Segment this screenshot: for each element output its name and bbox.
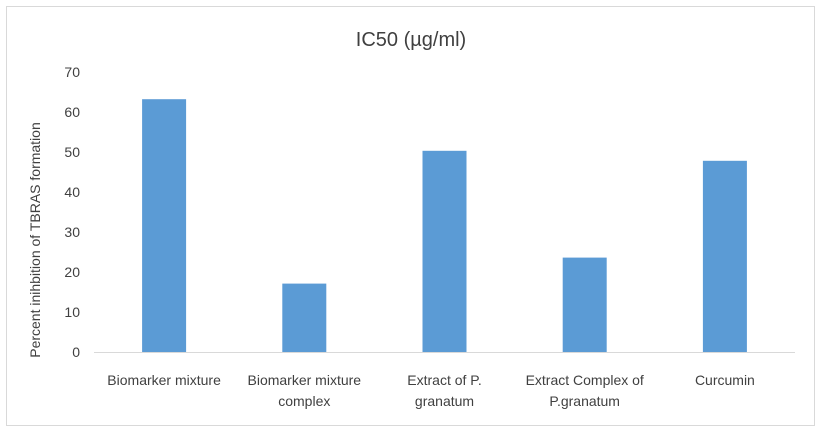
y-axis-ticks: 0 10 20 30 40 50 60 70 <box>64 64 80 360</box>
y-tick-label: 0 <box>72 344 80 360</box>
y-tick-label: 20 <box>64 264 80 280</box>
y-tick-label: 30 <box>64 224 80 240</box>
x-category-label-line: Extract Complex of <box>526 372 644 388</box>
x-category-label-line: Extract of P. <box>407 372 481 388</box>
x-category-label: Extract Complex of P.granatum <box>526 372 644 409</box>
chart-title: IC50 (µg/ml) <box>356 29 466 51</box>
x-category-label-line: complex <box>278 393 330 409</box>
x-category-label: Curcumin <box>695 372 755 388</box>
bars <box>142 99 747 352</box>
y-tick-label: 10 <box>64 304 80 320</box>
bar <box>562 257 607 352</box>
x-category-label: Biomarker mixture complex <box>248 372 362 409</box>
y-tick-label: 40 <box>64 184 80 200</box>
bar <box>282 283 327 352</box>
x-category-label: Biomarker mixture <box>107 372 221 388</box>
x-axis-labels: Biomarker mixture Biomarker mixture comple… <box>107 372 755 409</box>
bar <box>422 150 467 352</box>
bar <box>142 99 187 352</box>
y-tick-label: 70 <box>64 64 80 80</box>
x-category-label-line: Biomarker mixture <box>248 372 362 388</box>
chart-frame <box>6 6 815 426</box>
x-category-label-line: P.granatum <box>549 393 620 409</box>
x-category-label: Extract of P. granatum <box>407 372 481 409</box>
y-tick-label: 50 <box>64 144 80 160</box>
y-tick-label: 60 <box>64 104 80 120</box>
y-axis-label: Percent inihbition of TBRAS formation <box>27 122 43 358</box>
x-category-label-line: Curcumin <box>695 372 755 388</box>
x-category-label-line: Biomarker mixture <box>107 372 221 388</box>
bar <box>702 160 747 352</box>
x-category-label-line: granatum <box>415 393 474 409</box>
